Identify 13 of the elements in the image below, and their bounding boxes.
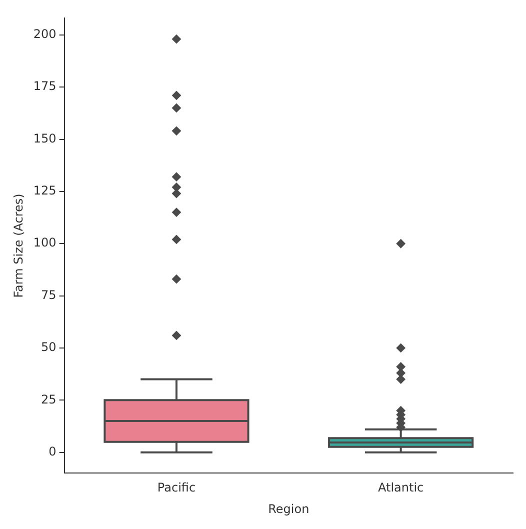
y-tick-label: 25 xyxy=(41,392,56,406)
y-tick-label: 125 xyxy=(33,184,56,198)
y-tick-label: 200 xyxy=(33,27,56,42)
y-tick-label: 50 xyxy=(41,340,56,354)
x-tick-label: Pacific xyxy=(157,480,196,495)
y-axis-title: Farm Size (Acres) xyxy=(11,194,26,298)
y-tick-label: 175 xyxy=(33,79,56,94)
y-tick-label: 100 xyxy=(33,236,56,250)
y-tick-label: 0 xyxy=(48,444,56,458)
y-tick-label: 150 xyxy=(33,131,56,146)
x-axis-title: Region xyxy=(268,502,310,516)
x-tick-label: Atlantic xyxy=(378,480,424,495)
y-tick-label: 75 xyxy=(41,288,56,302)
